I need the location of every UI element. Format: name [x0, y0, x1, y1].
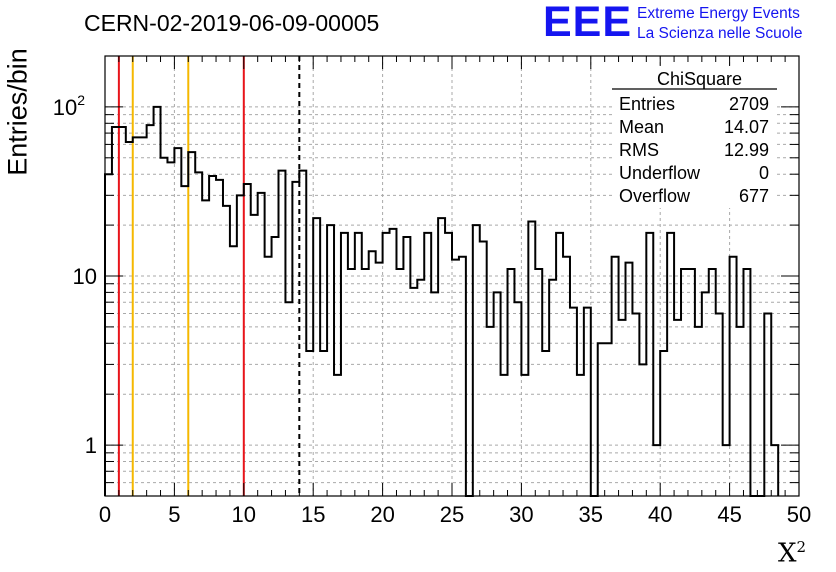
x-tick-label: 20 — [370, 502, 394, 527]
run-title: CERN-02-2019-06-09-00005 — [84, 10, 380, 36]
stats-row-label: RMS — [619, 140, 659, 160]
x-tick-label: 35 — [579, 502, 603, 527]
stats-box — [612, 66, 777, 208]
logo-line-2: La Scienza nelle Scuole — [637, 25, 803, 42]
x-axis-title: X2 — [778, 538, 806, 569]
x-tick-label: 50 — [787, 502, 811, 527]
y-tick-label: 1 — [85, 433, 97, 458]
stats-row-value: 2709 — [729, 94, 769, 114]
stats-row-value: 12.99 — [724, 140, 769, 160]
x-axis-title-base: X — [777, 538, 797, 569]
stats-row-value: 677 — [739, 186, 769, 206]
stats-title: ChiSquare — [657, 69, 742, 89]
stats-row-value: 14.07 — [724, 117, 769, 137]
eee-logo: EEE Extreme Energy Events La Scienza nel… — [543, 0, 833, 46]
histogram-series — [104, 105, 780, 497]
x-tick-label: 45 — [717, 502, 741, 527]
stats-row-label: Overflow — [619, 186, 691, 206]
x-tick-label: 10 — [232, 502, 256, 527]
y-tick-label: 102 — [53, 92, 85, 120]
stats-row-label: Mean — [619, 117, 664, 137]
x-tick-label: 30 — [509, 502, 533, 527]
logo-line-1: Extreme Energy Events — [637, 5, 800, 22]
x-axis-title-sup: 2 — [796, 538, 806, 556]
stats-row-label: Underflow — [619, 163, 701, 183]
x-tick-label: 15 — [301, 502, 325, 527]
x-tick-label: 25 — [440, 502, 464, 527]
y-tick-label: 10 — [73, 264, 97, 289]
x-tick-label: 40 — [648, 502, 672, 527]
x-tick-label: 5 — [168, 502, 180, 527]
y-tick-label-sup: 2 — [77, 92, 85, 108]
eee-logo-letters: EEE — [543, 0, 633, 46]
x-tick-label: 0 — [99, 502, 111, 527]
y-axis-title: Entries/bin — [2, 48, 33, 176]
stats-row-value: 0 — [759, 163, 769, 183]
stats-row-label: Entries — [619, 94, 675, 114]
